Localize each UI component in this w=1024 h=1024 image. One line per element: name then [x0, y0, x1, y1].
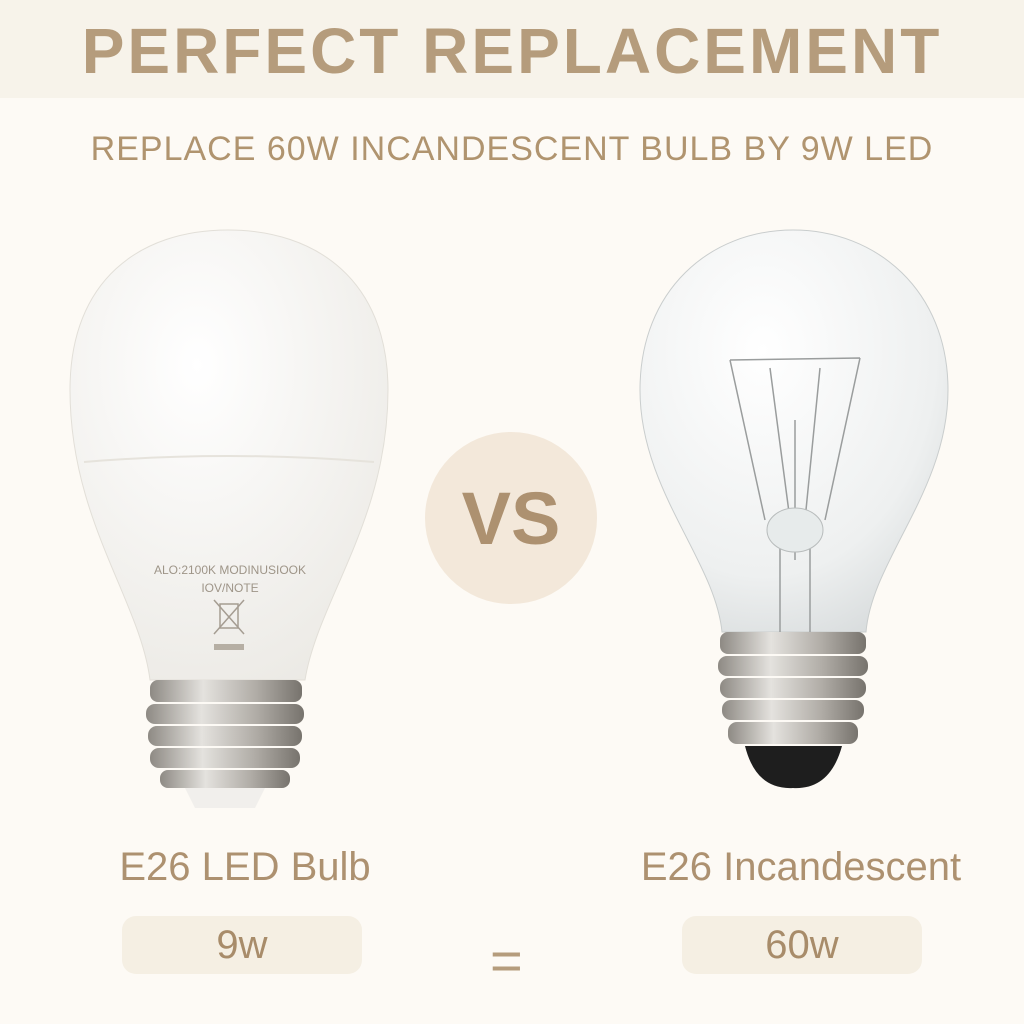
weee-bin-icon: [213, 599, 245, 635]
incandescent-wattage-pill: 60w: [682, 916, 922, 974]
incandescent-bulb-icon: [639, 229, 949, 789]
led-wattage-pill: 9w: [122, 916, 362, 974]
led-bulb-icon: ALO:2100K MODINUSIOOK IOV/NOTE: [69, 229, 389, 808]
vs-badge: VS: [425, 432, 597, 604]
incandescent-bulb-label: E26 Incandescent: [640, 845, 962, 889]
page-title: PERFECT REPLACEMENT: [81, 15, 943, 87]
equals-sign: =: [490, 929, 523, 992]
led-bulb-label: E26 LED Bulb: [119, 845, 371, 889]
subtitle: REPLACE 60W INCANDESCENT BULB BY 9W LED: [90, 130, 934, 168]
led-print-line1: ALO:2100K MODINUSIOOK: [154, 563, 306, 577]
header-band: [0, 0, 1024, 98]
led-print-line2: IOV/NOTE: [201, 581, 258, 595]
